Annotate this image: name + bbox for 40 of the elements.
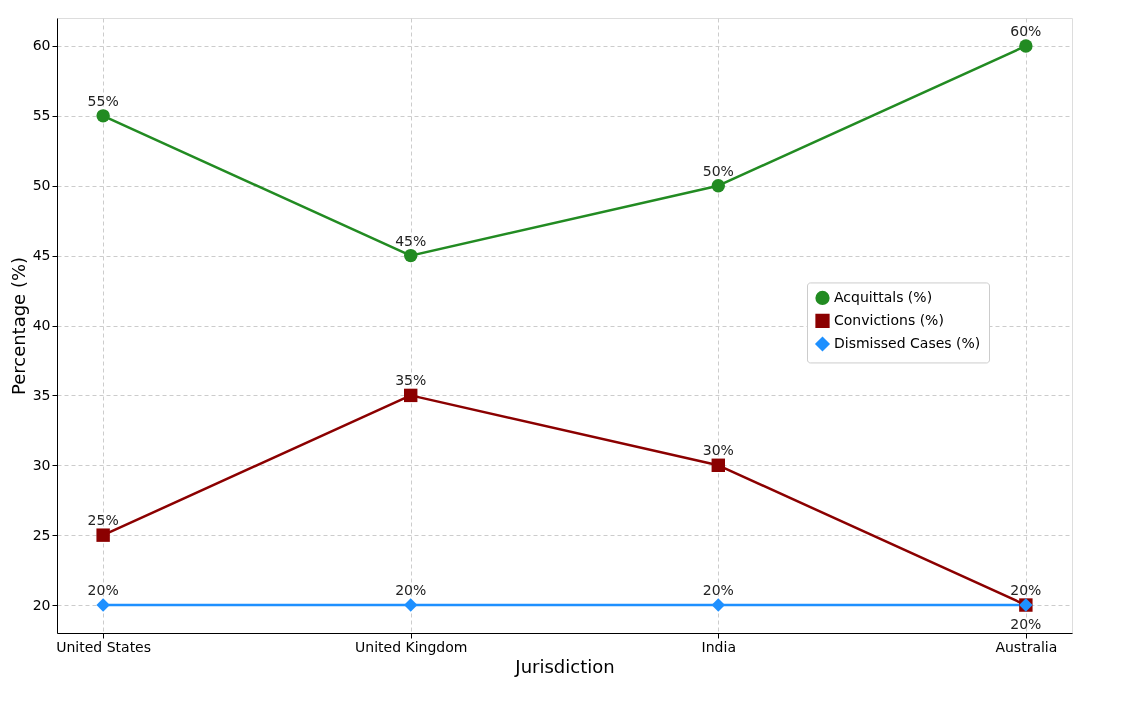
- point: [96, 528, 110, 542]
- data-label: 45%: [395, 232, 427, 249]
- data-label: 55%: [87, 92, 119, 109]
- data-label: 20%: [1010, 616, 1042, 633]
- data-label: 20%: [395, 582, 427, 599]
- data-label: 20%: [87, 582, 119, 599]
- y-tick-label: 20: [32, 596, 51, 613]
- data-label: 20%: [1010, 582, 1042, 599]
- x-tick-label: United States: [56, 638, 152, 655]
- data-label: 60%: [1010, 22, 1042, 39]
- y-tick-label: 25: [32, 526, 51, 543]
- y-tick-label: 45: [32, 247, 51, 264]
- legend-label: Acquittals (%): [834, 288, 933, 305]
- y-tick-label: 55: [32, 107, 51, 124]
- point: [404, 388, 418, 403]
- data-label: 35%: [395, 372, 427, 389]
- data-label: 30%: [702, 442, 734, 459]
- x-tick-label: Australia: [995, 638, 1058, 655]
- y-axis-title: Percentage (%): [7, 256, 29, 396]
- y-tick-label: 30: [32, 456, 51, 473]
- x-tick-label: United Kingdom: [355, 638, 468, 655]
- data-label: 50%: [702, 162, 734, 179]
- point: [404, 248, 418, 263]
- point: [711, 598, 725, 612]
- point: [1019, 39, 1033, 53]
- data-label: 25%: [87, 512, 119, 529]
- y-tick-label: 60: [32, 37, 51, 54]
- y-tick-label: 35: [32, 386, 51, 403]
- point: [96, 598, 110, 612]
- legend-label: Dismissed Cases (%): [834, 334, 981, 351]
- point: [711, 179, 725, 193]
- legend-label: Convictions (%): [834, 311, 944, 328]
- point: [711, 458, 725, 472]
- data-label: 20%: [702, 582, 734, 599]
- point: [404, 598, 418, 612]
- x-tick-label: India: [701, 638, 736, 655]
- y-tick-label: 50: [32, 177, 51, 194]
- y-tick-label: 40: [32, 317, 51, 333]
- point: [96, 109, 110, 123]
- x-axis-title: Jurisdiction: [514, 655, 615, 677]
